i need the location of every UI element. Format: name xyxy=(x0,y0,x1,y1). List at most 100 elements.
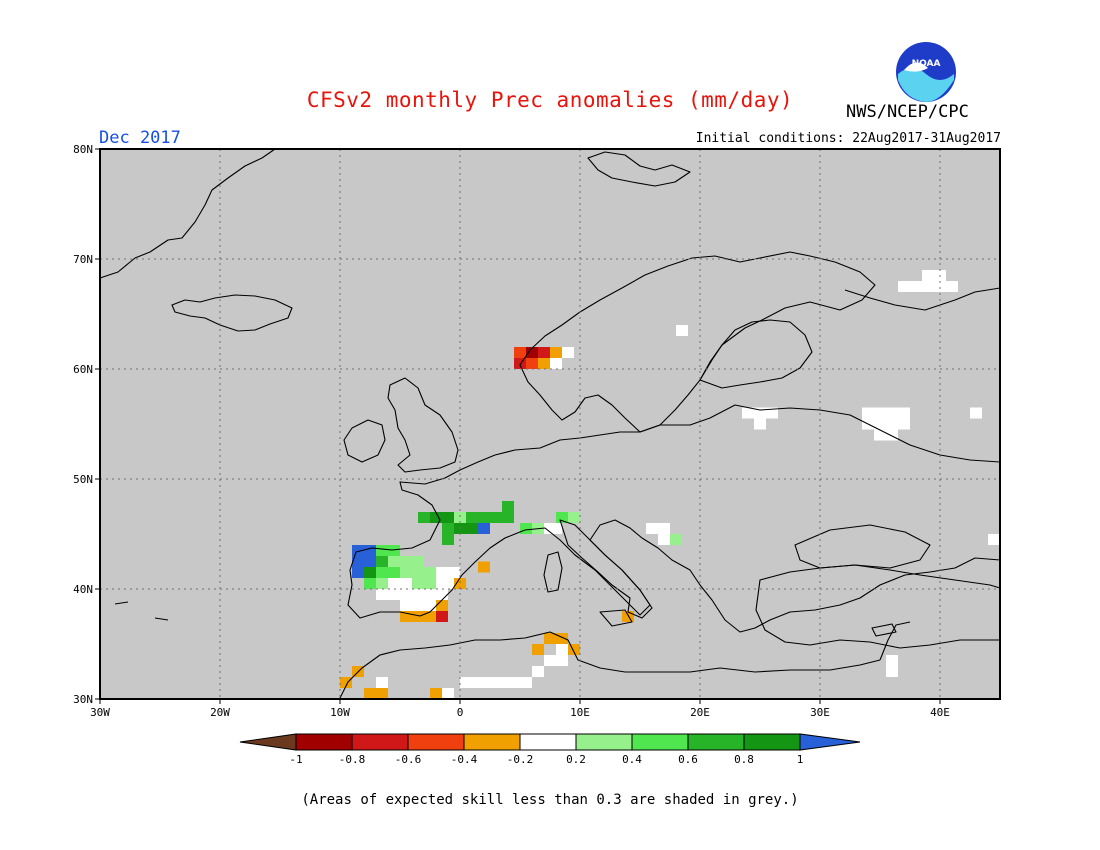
lat-tick-label: 80N xyxy=(73,143,93,156)
anomaly-cell xyxy=(886,429,898,441)
anomaly-cell xyxy=(514,358,526,369)
anomaly-cell xyxy=(556,512,568,523)
lat-tick-label: 60N xyxy=(73,363,93,376)
anomaly-cell xyxy=(898,407,910,419)
anomaly-cell xyxy=(556,644,568,655)
legend-label: 0.4 xyxy=(622,753,642,766)
legend-swatch xyxy=(575,733,633,751)
initial-conditions: Initial conditions: 22Aug2017-31Aug2017 xyxy=(695,131,1001,146)
coast-ireland xyxy=(343,419,386,463)
anomaly-cell xyxy=(568,644,580,655)
anomaly-cell xyxy=(436,600,448,611)
anomaly-cell xyxy=(520,523,532,534)
anomaly-cell xyxy=(562,347,574,358)
anomaly-cell xyxy=(502,512,514,523)
lon-tick-label: 10W xyxy=(330,706,350,719)
anomaly-cell xyxy=(388,556,400,567)
anomaly-cell xyxy=(502,501,514,512)
anomaly-cell xyxy=(550,358,562,369)
anomaly-cell xyxy=(400,589,412,600)
anomaly-cell xyxy=(658,523,670,534)
anomaly-cell xyxy=(886,407,898,419)
anomaly-cell xyxy=(376,567,388,578)
anomaly-cell xyxy=(556,655,568,666)
legend-swatch xyxy=(407,733,465,751)
anomaly-cell xyxy=(412,556,424,567)
anomaly-cell xyxy=(424,567,436,578)
anomaly-cell xyxy=(388,567,400,578)
anomaly-cell xyxy=(658,534,670,545)
lon-tick-label: 20E xyxy=(690,706,710,719)
coast-continent xyxy=(347,404,1001,633)
anomaly-cell xyxy=(352,567,364,578)
legend-swatch xyxy=(743,733,801,751)
chart-title: CFSv2 monthly Prec anomalies (mm/day) xyxy=(306,88,794,112)
coast-azores xyxy=(114,601,169,621)
anomaly-cell xyxy=(412,600,424,611)
anomaly-cell xyxy=(898,281,910,292)
anomaly-cell xyxy=(424,578,436,589)
coastlines xyxy=(99,148,1001,699)
anomaly-cell xyxy=(532,666,544,677)
anomaly-cell xyxy=(766,407,778,419)
anomaly-cell xyxy=(376,556,388,567)
anomaly-cell xyxy=(886,666,898,677)
legend-label: 1 xyxy=(797,753,804,766)
skill-footnote: (Areas of expected skill less than 0.3 a… xyxy=(301,792,799,808)
anomaly-cell xyxy=(538,347,550,358)
anomaly-cell xyxy=(478,561,490,573)
anomaly-cell xyxy=(898,418,910,430)
anomaly-cell xyxy=(424,589,436,600)
anomaly-cell xyxy=(376,545,388,556)
anomaly-cell xyxy=(400,556,412,567)
agency-label: NWS/NCEP/CPC xyxy=(846,102,969,122)
coast-scandinavia xyxy=(519,251,876,433)
color-legend: -1 -0.8 -0.6 -0.4 -0.2 0.2 0.4 0.6 0.8 1 xyxy=(239,733,861,766)
anomaly-cell xyxy=(430,512,442,523)
anomaly-cell xyxy=(922,281,934,292)
anomaly-cell xyxy=(364,567,376,578)
anomaly-cell xyxy=(544,633,556,644)
anomaly-cell xyxy=(874,418,886,430)
anomaly-cell xyxy=(970,407,982,419)
anomaly-cell xyxy=(532,644,544,655)
anomaly-cell xyxy=(352,556,364,567)
legend-label: 0.2 xyxy=(566,753,586,766)
coast-greenland xyxy=(99,148,276,279)
anomaly-cell xyxy=(376,578,388,589)
anomaly-cell xyxy=(910,281,922,292)
coast-sardinia xyxy=(543,551,563,593)
legend-swatch xyxy=(295,733,353,751)
anomaly-cell xyxy=(478,523,490,534)
anomaly-cell xyxy=(412,567,424,578)
anomaly-cell xyxy=(568,512,580,523)
anomaly-cell xyxy=(364,578,376,589)
coast-sicily xyxy=(599,609,633,627)
anomaly-cell xyxy=(418,512,430,523)
anomaly-cell xyxy=(388,578,400,589)
anomaly-cell xyxy=(400,600,412,611)
anomaly-cell xyxy=(514,347,526,358)
lon-tick-label: 30W xyxy=(90,706,110,719)
anomaly-cell xyxy=(646,523,658,534)
lon-tick-label: 0 xyxy=(457,706,464,719)
legend-label: -1 xyxy=(289,753,302,766)
legend-label: 0.6 xyxy=(678,753,698,766)
anomaly-cell xyxy=(364,556,376,567)
coast-north-africa xyxy=(339,631,881,699)
anomaly-cell xyxy=(466,523,478,534)
forecast-month: Dec 2017 xyxy=(99,128,181,148)
legend-arrow-high xyxy=(799,733,861,751)
anomaly-cell xyxy=(922,270,934,281)
coast-great-britain xyxy=(387,377,459,473)
anomaly-cell xyxy=(454,512,466,523)
anomaly-cell xyxy=(412,578,424,589)
legend-arrow-low xyxy=(239,733,297,751)
anomaly-cell xyxy=(442,512,454,523)
anomaly-cell xyxy=(436,589,448,600)
anomaly-cell xyxy=(340,677,352,688)
anomaly-cell xyxy=(466,512,478,523)
anomaly-cell xyxy=(520,677,532,688)
anomaly-cell xyxy=(364,688,376,699)
anomaly-cell xyxy=(376,677,388,688)
